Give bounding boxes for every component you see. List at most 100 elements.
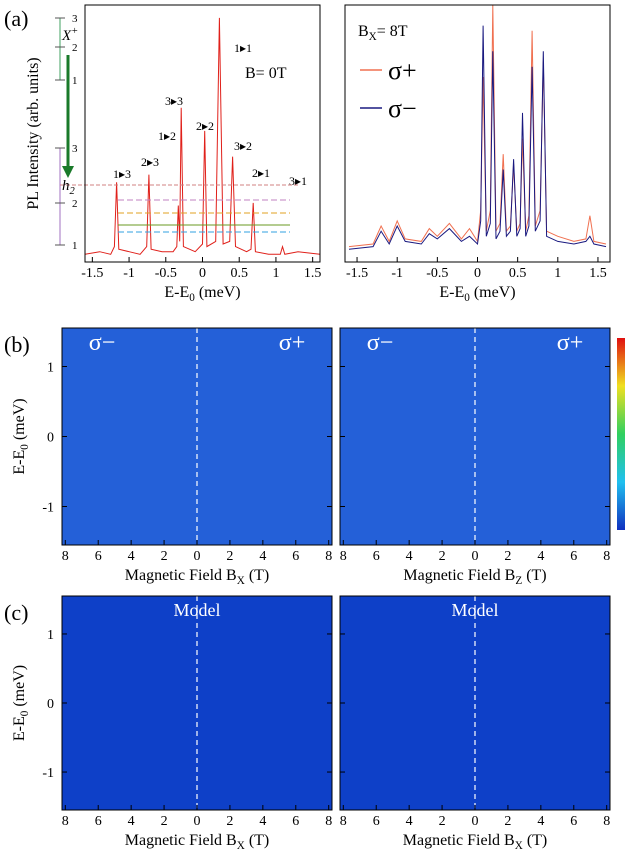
plot-frame <box>344 4 611 263</box>
field-annotation-part: X <box>369 31 377 43</box>
x-tick-label: 6 <box>570 549 577 564</box>
level-label: 3 <box>72 13 78 25</box>
x-axis-label-part: (T) <box>522 567 546 584</box>
x-tick-label: 6 <box>373 549 380 564</box>
peak-label: 1▸3 <box>113 167 131 181</box>
peak-label: 2▸2 <box>196 119 214 133</box>
x-tick-label: 2 <box>439 549 446 564</box>
x-tick-label: 6 <box>95 549 102 564</box>
x-axis-label-part: E-E <box>439 284 464 301</box>
x-tick-label: 1 <box>272 266 279 281</box>
y-axis-label-part: E-E <box>11 450 28 475</box>
x-tick-label: 1.5 <box>304 266 322 281</box>
x-tick-label: 1 <box>554 266 561 281</box>
x-axis-label-part: 0 <box>189 292 195 304</box>
x-tick-label: 6 <box>292 549 299 564</box>
peak-label: 3▸2 <box>234 139 252 153</box>
x-tick-label: 2 <box>504 814 511 829</box>
y-tick-label: -1 <box>42 766 54 781</box>
relaxation-arrow-head <box>62 166 74 178</box>
level-label: 1 <box>72 240 78 252</box>
x-tick-label: 6 <box>95 814 102 829</box>
spectrum-line <box>348 4 607 248</box>
x-tick-label: 8 <box>603 814 610 829</box>
x-tick-label: 8 <box>603 549 610 564</box>
y-axis-label-part: 0 <box>19 710 31 716</box>
y-axis-label-part: E-E <box>11 716 28 741</box>
x-axis-label: Magnetic Field BX (T) <box>403 832 548 852</box>
level-label: 2 <box>72 42 78 54</box>
x-tick-label: 1.5 <box>589 266 607 281</box>
x-axis-label: E-E0 (meV) <box>164 284 240 304</box>
x-tick-label: 8 <box>62 814 69 829</box>
x-axis-label-part: (meV) <box>195 284 241 301</box>
y-axis-label-part: (meV) <box>11 398 28 444</box>
spectrum-line <box>348 25 607 250</box>
legend-label: σ− <box>388 94 417 123</box>
x-tick-label: 2 <box>161 814 168 829</box>
x-tick-label: 8 <box>340 549 347 564</box>
polarization-label: σ+ <box>557 330 583 356</box>
y-axis-label: E-E0 (meV) <box>11 398 31 474</box>
heatmap-background <box>62 596 332 810</box>
x-tick-label: -0.5 <box>155 266 177 281</box>
peak-label: 3▸3 <box>165 94 183 108</box>
peak-label: 1▸2 <box>158 129 176 143</box>
x-axis-label-part: Magnetic Field B <box>403 832 515 849</box>
x-tick-label: 6 <box>570 814 577 829</box>
x-tick-label: 2 <box>504 549 511 564</box>
x-tick-label: 2 <box>226 549 233 564</box>
exciton-label-part: X <box>61 28 72 44</box>
x-tick-label: -1.5 <box>346 266 368 281</box>
peak-label: 2▸3 <box>141 155 159 169</box>
y-tick-label: 1 <box>47 361 54 376</box>
model-label: Model <box>452 600 499 620</box>
x-tick-label: -1 <box>123 266 135 281</box>
x-tick-label: 0.5 <box>509 266 527 281</box>
exciton-label: X+ <box>61 26 78 44</box>
hole-label-part: h <box>62 178 70 194</box>
heatmap-background <box>340 596 610 810</box>
spectrum-line <box>84 17 321 255</box>
x-tick-label: -1 <box>391 266 403 281</box>
field-annotation: B= 0T <box>245 65 287 82</box>
peak-label: 3▸1 <box>289 174 307 188</box>
polarization-label: σ+ <box>279 330 305 356</box>
y-axis-label: E-E0 (meV) <box>11 665 31 741</box>
polarization-label: σ− <box>89 330 115 356</box>
hole-label-part: 2 <box>70 186 76 197</box>
x-axis-label-part: (T) <box>245 832 269 849</box>
x-axis-label-part: Z <box>515 575 522 587</box>
level-label: 1 <box>72 75 78 87</box>
x-tick-label: -1.5 <box>81 266 103 281</box>
x-tick-label: 8 <box>325 814 332 829</box>
panel-label: (b) <box>4 332 30 357</box>
panel-label: (a) <box>4 6 28 31</box>
x-tick-label: -0.5 <box>426 266 448 281</box>
x-tick-label: 4 <box>259 814 266 829</box>
x-axis-label-part: (T) <box>245 567 269 584</box>
x-tick-label: 4 <box>537 549 544 564</box>
x-tick-label: 0 <box>472 814 479 829</box>
x-axis-label: Magnetic Field BX (T) <box>125 832 270 852</box>
y-axis-label: PL Intensity (arb. units) <box>25 57 42 209</box>
legend-label: σ+ <box>388 56 417 85</box>
field-annotation-part: = 8T <box>377 23 408 40</box>
y-tick-label: 1 <box>47 628 54 643</box>
x-tick-label: 0 <box>194 814 201 829</box>
x-tick-label: 6 <box>373 814 380 829</box>
peak-label: 2▸1 <box>252 166 270 180</box>
x-tick-label: 0.5 <box>230 266 248 281</box>
x-axis-label-part: 0 <box>464 292 470 304</box>
x-tick-label: 2 <box>439 814 446 829</box>
field-annotation: BX= 8T <box>358 23 408 43</box>
x-tick-label: 0 <box>472 549 479 564</box>
colorbar <box>617 338 625 530</box>
x-tick-label: 4 <box>259 549 266 564</box>
x-tick-label: 6 <box>292 814 299 829</box>
x-axis-label-part: X <box>237 840 245 852</box>
hole-label: h2 <box>62 178 76 197</box>
level-label: 3 <box>72 143 78 155</box>
field-annotation-part: B <box>358 23 369 40</box>
x-axis-label-part: Magnetic Field B <box>125 832 237 849</box>
